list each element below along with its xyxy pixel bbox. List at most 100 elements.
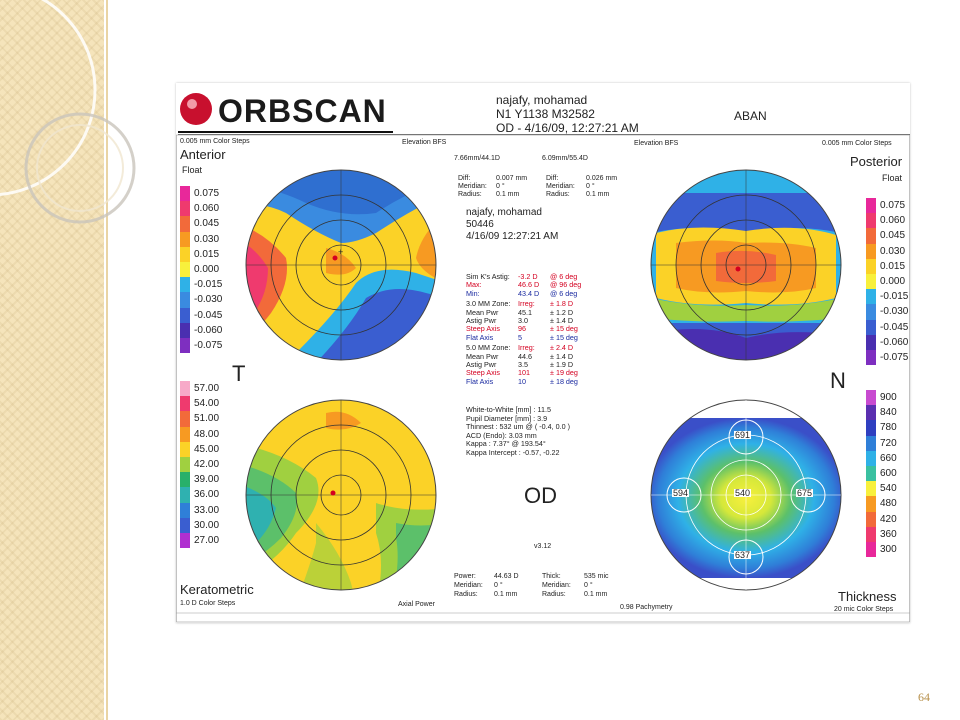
thickness-superior-value: 691: [734, 430, 752, 440]
thickness-scale-row: 720: [866, 435, 926, 451]
thickness-scale-label: 480: [880, 498, 897, 510]
thickness-color-steps: 20 mic Color Steps: [834, 606, 894, 613]
keratometric-scale-swatch: [180, 456, 190, 473]
anterior-scale-row: -0.045: [180, 307, 240, 323]
keratometric-scale-label: 45.00: [194, 443, 220, 455]
misc-measurements: White-to-White [mm] : 11.5 Pupil Diamete…: [466, 405, 570, 458]
anterior-color-steps: 0.005 mm Color Steps: [180, 138, 250, 145]
posterior-scale-label: -0.075: [880, 351, 909, 363]
thickness-pachymetry: 0.98 Pachymetry: [620, 604, 673, 611]
anterior-scale-row: 0.015: [180, 246, 240, 262]
anterior-scale-swatch: [180, 201, 190, 217]
anterior-scale-row: -0.030: [180, 292, 240, 308]
thickness-meridian-label: Meridian:: [542, 582, 571, 589]
posterior-scale-row: 0.060: [866, 213, 926, 229]
keratometric-scale-swatch: [180, 487, 190, 503]
anterior-subtitle: Float: [182, 165, 203, 175]
version-label: v3.12: [534, 543, 552, 550]
zone5-steep-value: 101: [518, 368, 530, 378]
zone3-mean-label: Mean Pwr: [466, 307, 499, 317]
zone3-astig-sd: ± 1.4 D: [550, 315, 574, 325]
posterior-scale-row: 0.000: [866, 273, 926, 290]
keratometric-scale-label: 30.00: [194, 519, 220, 531]
anterior-bfs: 7.66mm/44.1D: [454, 155, 500, 162]
thickness-scale-row: 420: [866, 511, 926, 527]
posterior-scale-label: 0.045: [880, 230, 906, 242]
kappa: Kappa : 7.37° @ 193.54°: [466, 439, 546, 449]
thickness-scale-swatch: [866, 390, 876, 406]
anterior-scale-swatch: [180, 322, 190, 338]
slide-border-line: [106, 0, 108, 720]
sim-astig-axis: @ 6 deg: [550, 272, 578, 281]
posterior-scale-swatch: [866, 289, 876, 305]
thickness-meridian-value: 0 °: [584, 582, 593, 589]
posterior-scale-row: 0.045: [866, 228, 926, 244]
keratometric-power-label: Power:: [454, 573, 476, 580]
pupil-diameter: Pupil Diameter [mm] : 3.9: [466, 413, 548, 423]
posterior-scale-label: -0.030: [880, 306, 909, 318]
center-patient-name: najafy, mohamad: [466, 207, 542, 218]
posterior-scale-label: -0.045: [880, 321, 909, 333]
anterior-radius-value: 0.1 mm: [496, 191, 520, 198]
anterior-scale-swatch: [180, 337, 190, 354]
temporal-label: T: [232, 361, 246, 386]
posterior-scale-label: -0.015: [880, 291, 909, 303]
anterior-scale-swatch: [180, 246, 190, 262]
thickness-scale-swatch: [866, 496, 876, 512]
zone5-irreg-label: Irreg:: [518, 343, 535, 353]
anterior-meridian-value: 0 °: [496, 183, 505, 190]
thickness-scale-label: 900: [880, 392, 897, 403]
keratometric-map-type: Axial Power: [398, 601, 435, 608]
zone5-astig-label: Astig Pwr: [466, 359, 497, 369]
zone3-flat-label: Flat Axis: [466, 332, 494, 342]
thickness-scale-row: 480: [866, 496, 926, 512]
keratometric-scale-swatch: [180, 502, 190, 518]
orbscan-printout: +: [176, 83, 910, 623]
anterior-scale-swatch: [180, 292, 190, 308]
anterior-scale-label: 0.045: [194, 218, 220, 230]
keratometric-scale-row: 54.00: [180, 396, 240, 412]
keratometric-meridian-value: 0 °: [494, 582, 503, 589]
anterior-scale-label: -0.075: [194, 339, 223, 351]
posterior-diff-value: 0.026 mm: [586, 175, 618, 182]
keratometric-scale-swatch: [180, 472, 190, 488]
anterior-scale-row: -0.060: [180, 322, 240, 338]
thickness-scale-row: 780: [866, 420, 926, 436]
anterior-scale-label: -0.030: [194, 294, 223, 306]
center-date: 4/16/09 12:27:21 AM: [466, 231, 559, 242]
posterior-scale-swatch: [866, 304, 876, 320]
anterior-scale-label: 0.060: [194, 203, 220, 215]
thickness-scale-swatch: [866, 511, 876, 527]
posterior-scale-row: -0.075: [866, 349, 926, 366]
thickness-scale-row: 660: [866, 450, 926, 466]
zone3-astig-label: Astig Pwr: [466, 315, 497, 325]
anterior-scale-row: -0.075: [180, 337, 240, 354]
posterior-meridian-label: Meridian:: [546, 183, 575, 190]
sim-max-value: 46.6 D: [518, 280, 540, 290]
zone3-label: 3.0 MM Zone:: [466, 299, 511, 309]
thickness-scale-row: 540: [866, 481, 926, 497]
orbscan-logo-icon: [180, 93, 212, 125]
thickness-inferior-value: 637: [734, 550, 752, 560]
keratometric-color-scale: 57.00 54.00 51.00 48.00 45.00 42.00 39.00 36.00…: [180, 381, 240, 549]
keratometric-scale-swatch: [180, 396, 190, 412]
thickness-scale-label: 600: [880, 467, 897, 479]
anterior-scale-label: -0.015: [194, 279, 223, 291]
keratometric-scale-label: 27.00: [194, 534, 220, 546]
thickness-scale-row: 360: [866, 526, 926, 542]
keratometric-scale-row: 27.00: [180, 532, 240, 549]
keratometric-scale-swatch: [180, 426, 190, 442]
posterior-scale-swatch: [866, 349, 876, 366]
patient-code: N1 Y1138 M32582: [496, 107, 595, 121]
sim-min-axis: @ 6 deg: [550, 288, 578, 298]
zone5-astig-sd: ± 1.9 D: [550, 359, 574, 369]
svg-text:+: +: [338, 247, 343, 257]
anterior-scale-label: 0.030: [194, 233, 220, 245]
posterior-meridian-value: 0 °: [586, 183, 595, 190]
clinic-name: ABAN: [734, 109, 767, 123]
zone5-mean-label: Mean Pwr: [466, 351, 499, 361]
sim-min-label: Min:: [466, 288, 480, 298]
sim-astig-value: -3.2 D: [518, 272, 538, 281]
thickness-scale-swatch: [866, 541, 876, 558]
thickness-scale-label: 840: [880, 407, 897, 419]
